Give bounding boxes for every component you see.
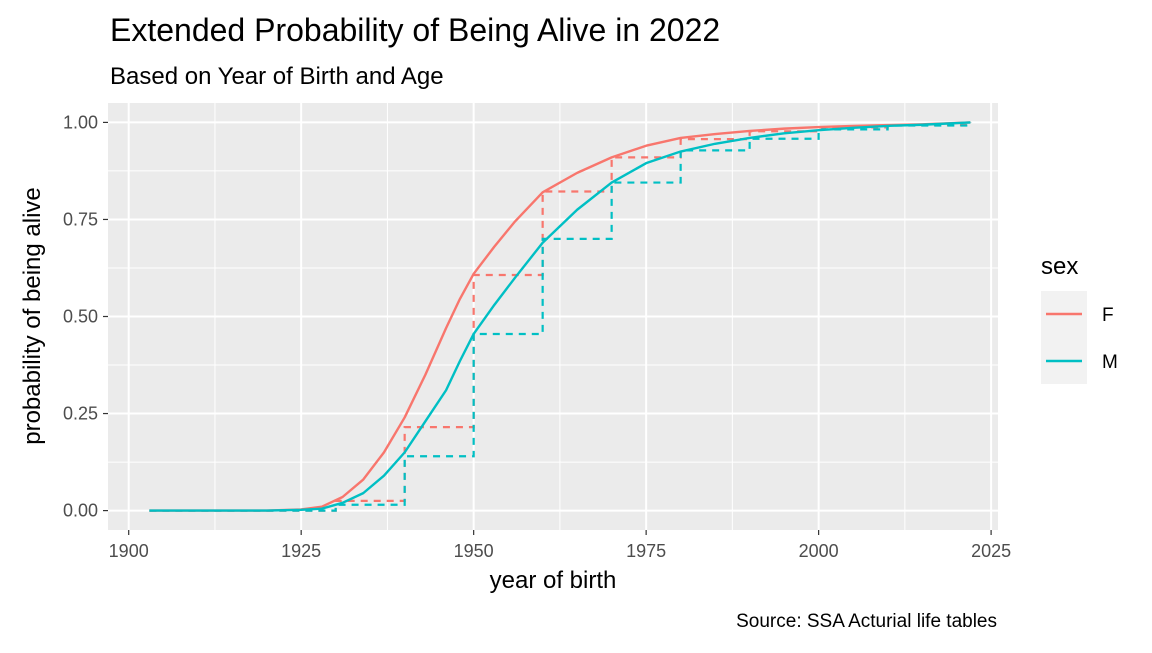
y-tick-label: 1.00 bbox=[63, 112, 98, 132]
x-axis-title: year of birth bbox=[490, 567, 617, 594]
y-tick-label: 0.75 bbox=[63, 209, 98, 229]
x-tick-label: 1900 bbox=[109, 541, 149, 561]
x-tick-label: 2000 bbox=[799, 541, 839, 561]
legend-background bbox=[1041, 291, 1087, 384]
y-tick-label: 0.25 bbox=[63, 404, 98, 424]
series-f-line bbox=[149, 121, 971, 512]
legend-label-m: M bbox=[1102, 352, 1118, 373]
y-tick-label: 0.00 bbox=[63, 501, 98, 521]
chart-subtitle: Based on Year of Birth and Age bbox=[110, 63, 444, 90]
x-tick-label: 1925 bbox=[281, 541, 321, 561]
legend-label-f: F bbox=[1102, 305, 1114, 326]
series-m-step-line bbox=[149, 122, 972, 512]
y-tick-label: 0.50 bbox=[63, 307, 98, 327]
x-tick-label: 1950 bbox=[454, 541, 494, 561]
grid-lines bbox=[108, 103, 998, 530]
legend: sex F M bbox=[1041, 253, 1118, 384]
source-caption: Source: SSA Acturial life tables bbox=[736, 611, 997, 632]
x-axis: 1900 1925 1950 1975 2000 2025 bbox=[109, 530, 1011, 561]
y-axis: 0.00 0.25 0.50 0.75 1.00 bbox=[63, 112, 108, 521]
series-m-line bbox=[149, 121, 971, 512]
series-group bbox=[149, 121, 972, 512]
chart-title: Extended Probability of Being Alive in 2… bbox=[110, 12, 720, 48]
legend-title: sex bbox=[1041, 253, 1078, 280]
y-axis-title: probability of being alive bbox=[19, 187, 46, 445]
x-tick-label: 2025 bbox=[971, 541, 1011, 561]
x-tick-label: 1975 bbox=[626, 541, 666, 561]
